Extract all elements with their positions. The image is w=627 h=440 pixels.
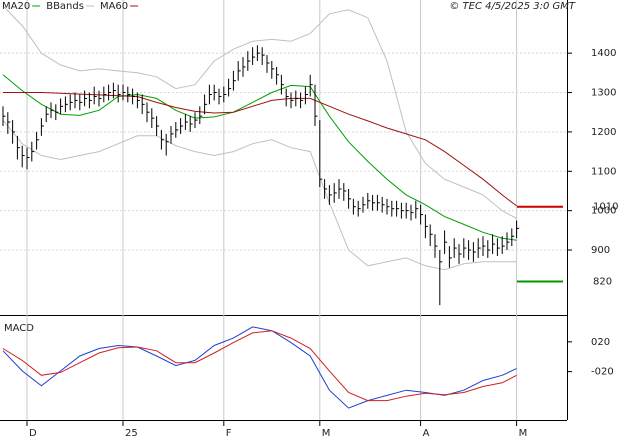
y-tick-label: 1100	[591, 166, 616, 177]
y-tick-label: 1300	[591, 88, 616, 99]
source: © TEC 4/5/2025 3:0 GMT	[449, 1, 576, 12]
indicator-line	[2, 74, 517, 241]
y-tick-label: 1400	[591, 48, 616, 59]
legend-label: BBands	[46, 1, 84, 12]
macd-line	[2, 330, 517, 402]
y-tick-label: 020	[591, 337, 610, 348]
x-tick-label: 25	[125, 428, 138, 439]
x-tick-label: F	[226, 428, 232, 439]
band-line	[2, 5, 517, 219]
level-label: 820	[593, 277, 612, 288]
x-tick-label: A	[423, 428, 430, 439]
band-line	[2, 119, 517, 271]
x-tick-label: M	[322, 428, 331, 439]
legend-label: MA20	[2, 1, 30, 12]
legend-label: MA60	[100, 1, 128, 12]
y-tick-label: 1000	[591, 206, 616, 217]
macd-title: MACD	[4, 323, 34, 334]
x-tick-label: D	[29, 428, 37, 439]
level-label: 1010	[593, 202, 618, 213]
y-tick-label: 900	[591, 245, 610, 256]
y-tick-label: -020	[591, 367, 614, 378]
y-tick-label: 1200	[591, 127, 616, 138]
x-tick-label: M	[519, 428, 528, 439]
